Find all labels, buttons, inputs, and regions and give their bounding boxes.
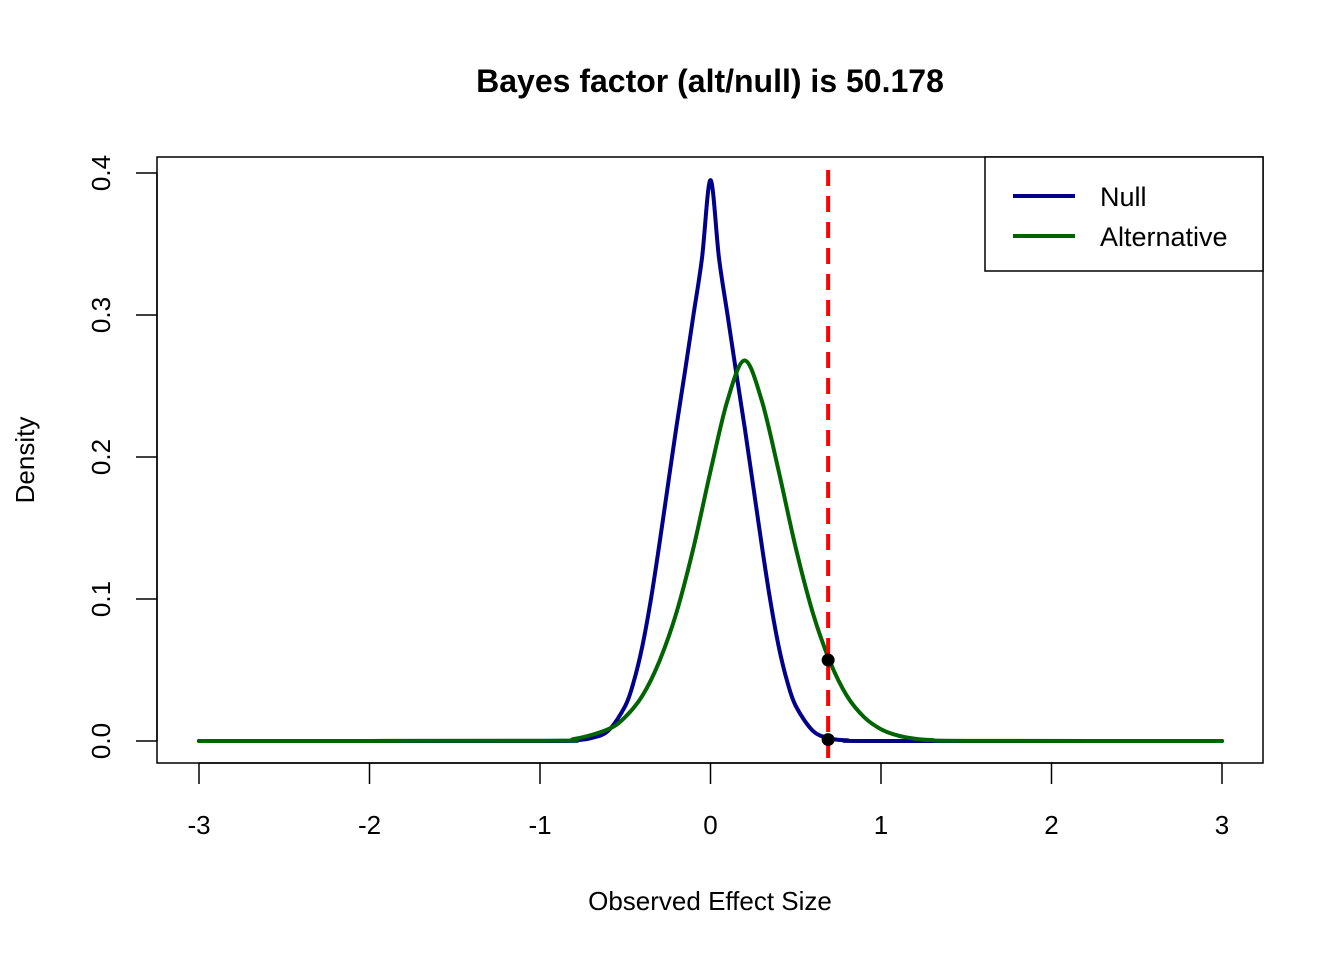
x-tick-label: 1 bbox=[874, 810, 888, 840]
y-axis-label: Density bbox=[10, 417, 40, 504]
y-axis: 0.0 0.1 0.2 0.3 0.4 bbox=[86, 155, 158, 759]
legend: Null Alternative bbox=[984, 156, 1264, 272]
y-tick-label: 0.2 bbox=[86, 439, 116, 475]
x-tick-label: 0 bbox=[703, 810, 717, 840]
legend-label-alternative: Alternative bbox=[1100, 222, 1228, 252]
y-tick-label: 0.3 bbox=[86, 297, 116, 333]
y-tick-label: 0.0 bbox=[86, 723, 116, 759]
x-tick-label: -2 bbox=[358, 810, 381, 840]
legend-box bbox=[984, 156, 1264, 272]
series-layer bbox=[197, 178, 1224, 744]
y-tick-label: 0.1 bbox=[86, 581, 116, 617]
x-tick-label: 2 bbox=[1044, 810, 1058, 840]
x-tick-label: -1 bbox=[528, 810, 551, 840]
points-layer bbox=[821, 653, 835, 747]
series-line-alternative bbox=[197, 358, 1224, 743]
density-point bbox=[821, 733, 835, 747]
x-axis: -3 -2 -1 0 1 2 3 bbox=[187, 762, 1229, 840]
x-tick-label: -3 bbox=[187, 810, 210, 840]
x-axis-label: Observed Effect Size bbox=[588, 886, 832, 916]
legend-label-null: Null bbox=[1100, 182, 1147, 212]
x-tick-label: 3 bbox=[1215, 810, 1229, 840]
density-point bbox=[821, 653, 835, 667]
chart-title: Bayes factor (alt/null) is 50.178 bbox=[476, 63, 944, 99]
y-tick-label: 0.4 bbox=[86, 155, 116, 191]
